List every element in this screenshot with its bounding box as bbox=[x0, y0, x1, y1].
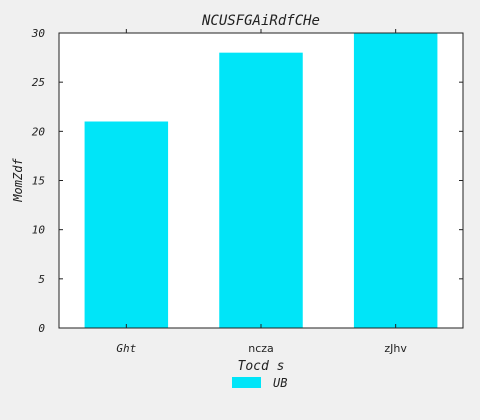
y-tick-label: 30 bbox=[31, 27, 46, 40]
x-axis-label: Tocd s bbox=[238, 359, 285, 374]
y-tick-label: 5 bbox=[38, 273, 45, 286]
x-tick-label: Ght bbox=[116, 342, 136, 355]
y-tick-label: 25 bbox=[32, 76, 45, 89]
legend-swatch bbox=[232, 377, 261, 388]
legend-label: UB bbox=[273, 376, 287, 390]
bar-ght bbox=[84, 121, 169, 328]
bar-ncza bbox=[219, 52, 303, 329]
bar-zjhv bbox=[353, 33, 438, 328]
plot-frame bbox=[58, 32, 464, 329]
chart-title: NCUSFGAiRdfCHe bbox=[201, 13, 320, 29]
y-tick-label: 10 bbox=[32, 224, 46, 237]
axes-group: Ght ncza zJhv 0 5 10 15 20 25 30 bbox=[31, 27, 463, 355]
y-tick-label: 15 bbox=[32, 175, 45, 188]
y-axis-label: MomZdf bbox=[11, 158, 25, 203]
legend: UB bbox=[232, 376, 287, 390]
y-tick-label: 0 bbox=[38, 322, 45, 335]
x-tick-label: ncza bbox=[248, 342, 274, 355]
bars-group bbox=[84, 33, 438, 329]
y-tick-label: 20 bbox=[32, 125, 46, 138]
x-tick-label: zJhv bbox=[384, 342, 407, 355]
